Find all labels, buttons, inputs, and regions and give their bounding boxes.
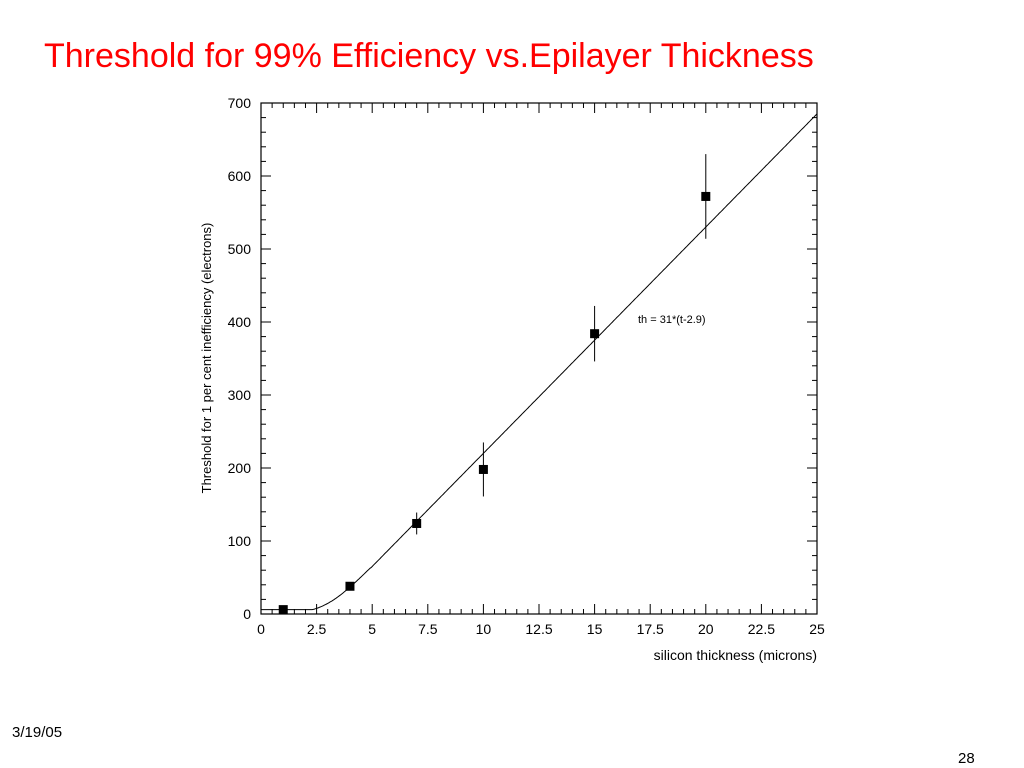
x-tick-label: 5: [368, 621, 376, 637]
x-tick-label: 10: [476, 621, 492, 637]
fit-line: [261, 113, 818, 611]
axis-tick-labels: 0 2.5 5 7.5 10 12.5 15 17.5 20 22.5 25 0 100 200 300 40…: [228, 95, 825, 637]
x-tick-label: 12.5: [525, 621, 552, 637]
y-tick-label: 600: [228, 168, 252, 184]
chart: 0 2.5 5 7.5 10 12.5 15 17.5 20 22.5 25 0 100 200 300 40…: [199, 95, 825, 663]
x-axis-label: silicon thickness (microns): [654, 647, 817, 663]
y-axis-label: Threshold for 1 per cent inefficiency (e…: [199, 223, 214, 494]
x-tick-label: 0: [257, 621, 265, 637]
y-tick-label: 0: [243, 606, 251, 622]
data-point-marker: [701, 191, 711, 201]
plot-frame: [260, 102, 818, 615]
x-tick-label: 2.5: [307, 621, 327, 637]
footer-date: 3/19/05: [12, 724, 63, 741]
x-tick-label: 25: [809, 621, 825, 637]
slide-number: 28: [958, 750, 975, 767]
y-tick-label: 500: [228, 241, 252, 257]
x-tick-label: 15: [587, 621, 603, 637]
data-point-marker: [412, 518, 422, 528]
slide-title: Threshold for 99% Efficiency vs.Epilayer…: [44, 37, 814, 75]
data-point-marker: [345, 581, 355, 591]
data-points: [278, 154, 711, 615]
y-tick-label: 300: [228, 387, 252, 403]
y-tick-label: 400: [228, 314, 252, 330]
axis-ticks: [260, 102, 818, 615]
y-tick-label: 200: [228, 460, 252, 476]
data-point-marker: [478, 464, 488, 474]
y-tick-label: 700: [228, 95, 252, 111]
data-point-marker: [590, 329, 600, 339]
x-tick-label: 22.5: [748, 621, 775, 637]
x-tick-label: 20: [698, 621, 714, 637]
x-tick-label: 17.5: [637, 621, 664, 637]
y-tick-label: 100: [228, 533, 252, 549]
x-tick-label: 7.5: [418, 621, 438, 637]
fit-equation-label: th = 31*(t-2.9): [638, 314, 706, 326]
data-point-marker: [278, 605, 288, 615]
